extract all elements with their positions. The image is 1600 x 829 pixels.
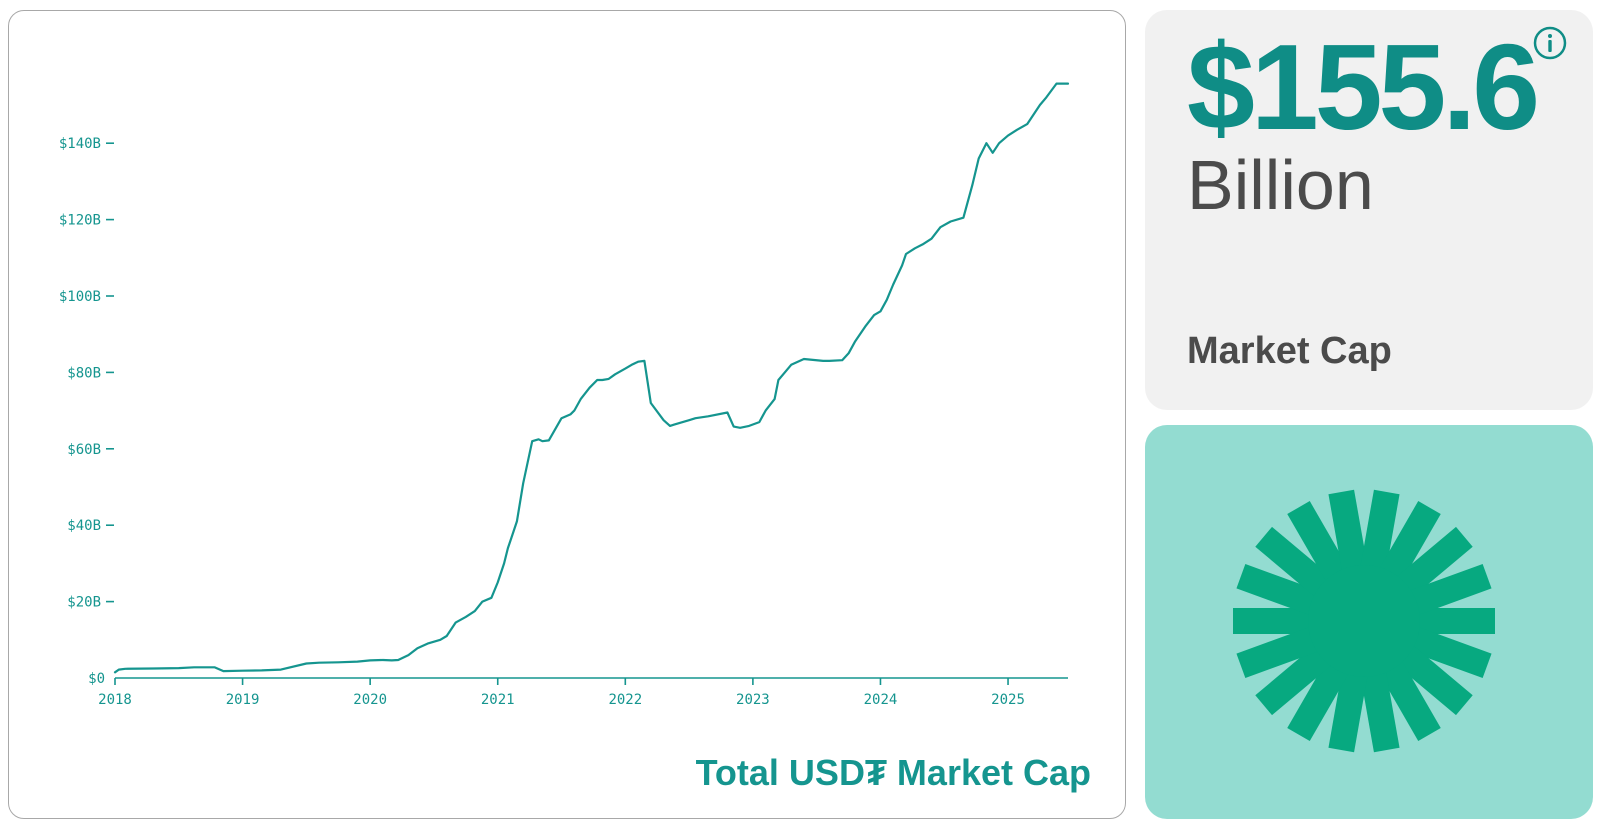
y-tick-label: $0 bbox=[88, 671, 105, 687]
info-icon[interactable] bbox=[1533, 26, 1567, 60]
market-cap-series-line bbox=[113, 82, 1070, 674]
market-cap-value: $155.6 bbox=[1187, 19, 1540, 155]
y-tick-label: $20B bbox=[67, 595, 101, 611]
y-tick-label: $60B bbox=[67, 442, 101, 458]
x-tick-label: 2019 bbox=[226, 692, 260, 708]
y-tick-label: $80B bbox=[67, 365, 101, 381]
y-tick-label: $140B bbox=[59, 136, 101, 152]
x-tick-label: 2023 bbox=[736, 692, 770, 708]
x-tick-label: 2022 bbox=[608, 692, 642, 708]
y-tick-label: $120B bbox=[59, 213, 101, 229]
line-chart: 2018 2019 2020 2021 2022 2023 2024 2025 $0 $20B $4… bbox=[59, 82, 1070, 708]
sunburst-center bbox=[1308, 565, 1420, 677]
x-tick-label: 2021 bbox=[481, 692, 515, 708]
logo-card bbox=[1145, 425, 1593, 819]
y-tick-label: $40B bbox=[67, 518, 101, 534]
chart-card: 2018 2019 2020 2021 2022 2023 2024 2025 $0 $20B $4… bbox=[8, 10, 1126, 819]
market-cap-label: Market Cap bbox=[1187, 330, 1392, 372]
x-tick-label: 2025 bbox=[991, 692, 1025, 708]
y-tick-label: $100B bbox=[59, 289, 101, 305]
x-tick-label: 2024 bbox=[864, 692, 898, 708]
market-cap-unit: Billion bbox=[1187, 146, 1374, 224]
x-tick-label: 2018 bbox=[98, 692, 132, 708]
market-cap-card: $155.6 Billion Market Cap bbox=[1145, 10, 1593, 410]
sunburst-logo-icon bbox=[1233, 489, 1495, 753]
x-tick-label: 2020 bbox=[353, 692, 387, 708]
chart-title: Total USD₮ Market Cap bbox=[695, 752, 1091, 793]
